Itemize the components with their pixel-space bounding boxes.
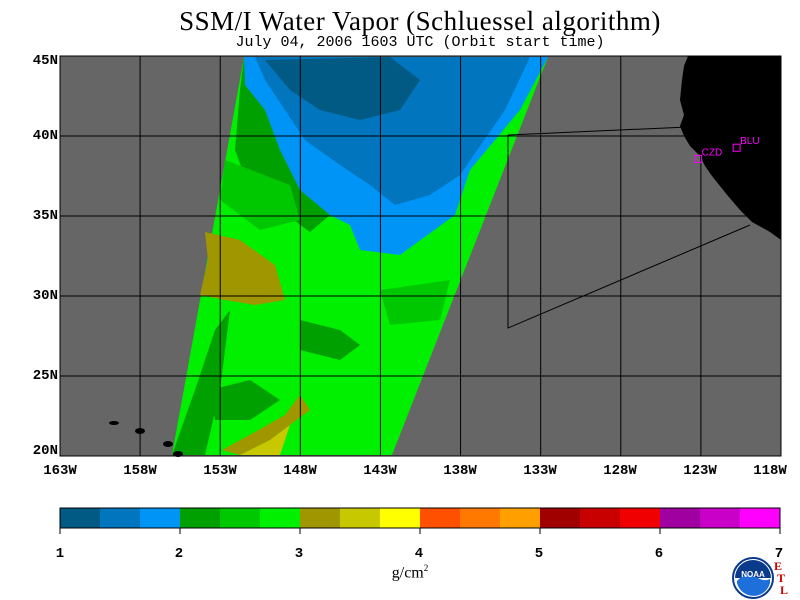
colorbar-swatch bbox=[60, 508, 101, 528]
lat-label: 30N bbox=[32, 288, 58, 304]
station-label: CZD bbox=[702, 147, 723, 158]
colorbar-swatch bbox=[300, 508, 341, 528]
colorbar-tick: 1 bbox=[55, 546, 65, 562]
chart-title: SSM/I Water Vapor (Schluessel algorithm) bbox=[179, 6, 661, 36]
lon-label: 148W bbox=[283, 463, 317, 479]
map-gridlines bbox=[60, 56, 781, 456]
colorbar-swatch bbox=[220, 508, 261, 528]
station-marker bbox=[694, 154, 703, 163]
colorbar-swatch bbox=[700, 508, 741, 528]
swath bbox=[172, 57, 548, 455]
colorbar-swatch bbox=[460, 508, 501, 528]
land-california bbox=[680, 56, 781, 240]
lon-label: 123W bbox=[683, 463, 717, 479]
etl-logo: E T L bbox=[774, 559, 789, 597]
noaa-logo-icon: NOAA bbox=[732, 557, 774, 599]
lon-label: 138W bbox=[443, 463, 477, 479]
station-label: BLU bbox=[740, 136, 759, 147]
lat-label: 40N bbox=[32, 128, 58, 144]
colorbar-units: g/cm2 bbox=[391, 563, 429, 582]
colorbar-tick: 3 bbox=[294, 546, 304, 562]
lat-label: 25N bbox=[32, 368, 58, 384]
colorbar-swatch bbox=[100, 508, 141, 528]
colorbar-swatch bbox=[380, 508, 421, 528]
lon-label: 118W bbox=[753, 463, 787, 479]
colorbar-tick: 7 bbox=[774, 546, 784, 562]
colorbar-swatch bbox=[580, 508, 621, 528]
lon-label: 128W bbox=[603, 463, 637, 479]
colorbar-swatch bbox=[180, 508, 221, 528]
lon-label: 158W bbox=[123, 463, 157, 479]
lat-label: 45N bbox=[32, 53, 58, 69]
chart-subtitle: July 04, 2006 1603 UTC (Orbit start time… bbox=[235, 34, 605, 51]
colorbar-swatch bbox=[420, 508, 461, 528]
colorbar-tick: 2 bbox=[174, 546, 184, 562]
stations: CZD BLU bbox=[694, 136, 760, 163]
map-frame bbox=[59, 55, 782, 457]
colorbar-swatch bbox=[340, 508, 381, 528]
colorbar-tick: 5 bbox=[534, 546, 544, 562]
lat-label: 20N bbox=[32, 443, 58, 459]
lon-label: 143W bbox=[363, 463, 397, 479]
colorbar-tick: 4 bbox=[414, 546, 424, 562]
lon-label: 163W bbox=[43, 463, 77, 479]
colorbar-swatch bbox=[620, 508, 661, 528]
lon-label: 133W bbox=[523, 463, 557, 479]
colorbar-swatch bbox=[740, 508, 781, 528]
lon-label: 153W bbox=[203, 463, 237, 479]
lat-label: 35N bbox=[32, 208, 58, 224]
colorbar-tick: 6 bbox=[654, 546, 664, 562]
svg-text:NOAA: NOAA bbox=[741, 570, 765, 579]
flight-track bbox=[507, 126, 689, 136]
flight-track-2 bbox=[507, 135, 751, 329]
colorbar-swatch bbox=[260, 508, 301, 528]
colorbar-swatch bbox=[660, 508, 701, 528]
station-marker bbox=[732, 143, 741, 152]
colorbar-swatch bbox=[540, 508, 581, 528]
colorbar-swatch bbox=[500, 508, 541, 528]
colorbar bbox=[59, 507, 781, 534]
colorbar-swatch bbox=[140, 508, 181, 528]
